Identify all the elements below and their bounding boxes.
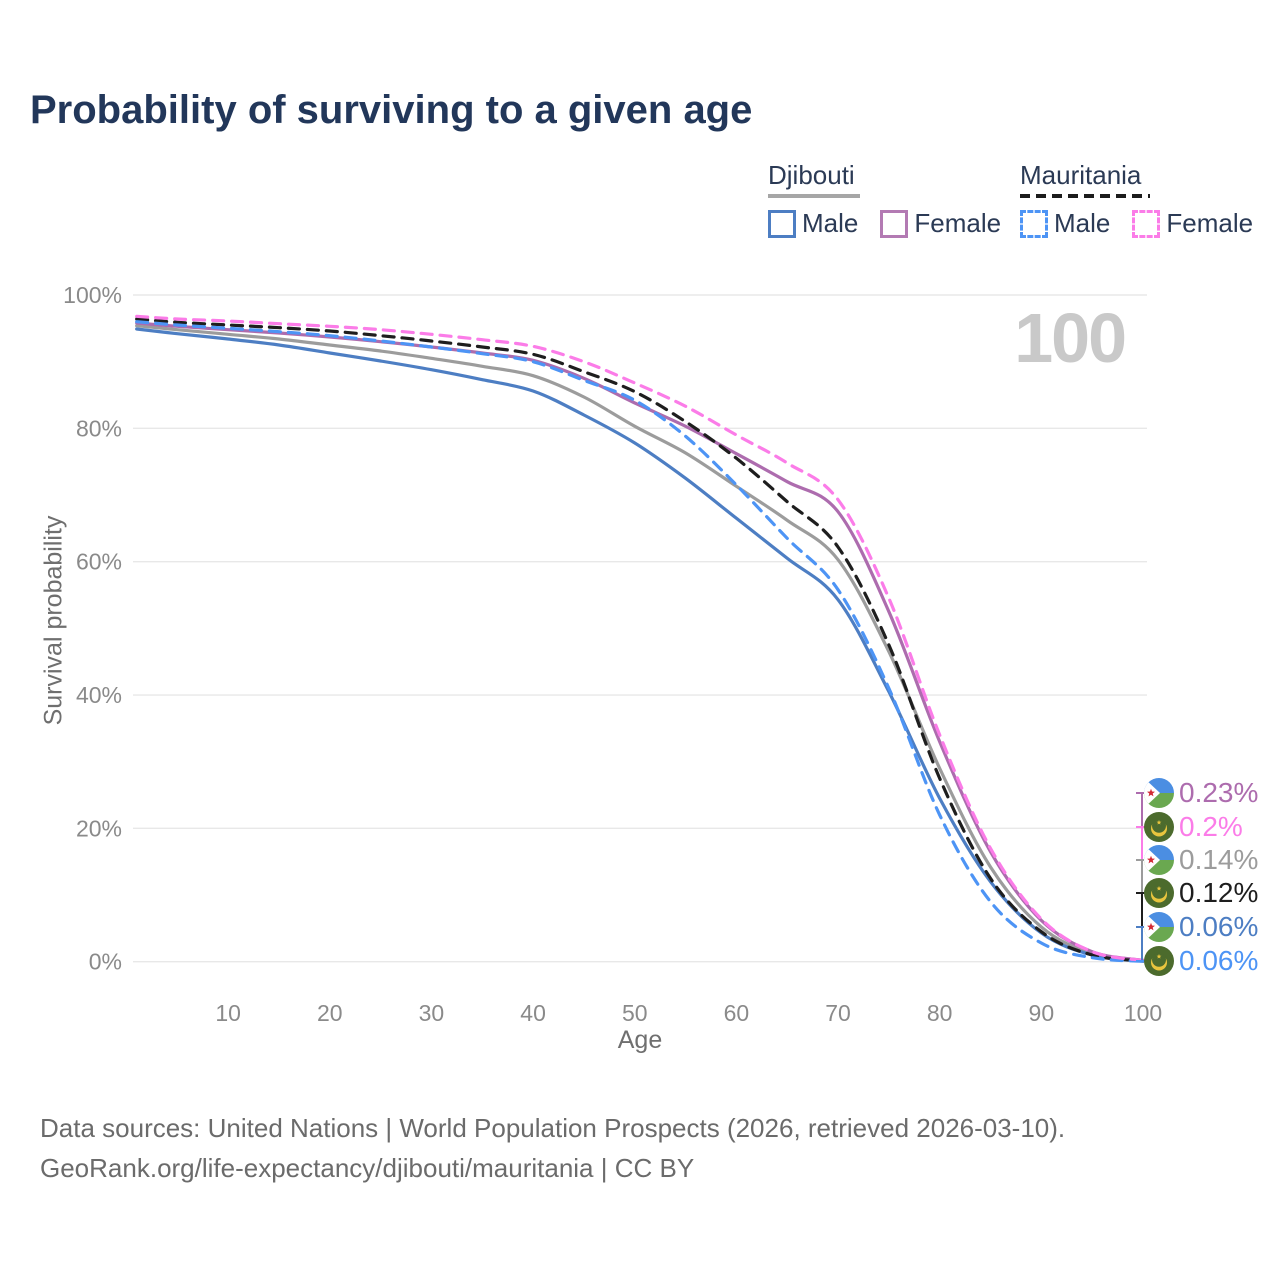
end-label-value: 0.14% (1179, 844, 1259, 875)
djibouti-solid-line-swatch (768, 194, 860, 198)
footer-sources: Data sources: United Nations | World Pop… (40, 1113, 1066, 1143)
series-line-mauritania_total[interactable] (135, 317, 1145, 963)
series-line-mauritania_female[interactable] (135, 314, 1145, 962)
y-tick-label: 60% (76, 549, 122, 575)
legend-label: Female (914, 208, 1002, 238)
x-tick-label: 100 (1124, 1000, 1162, 1026)
x-tick-label: 10 (215, 1000, 241, 1026)
mauritania-flag-icon (1144, 878, 1174, 908)
footer: Data sources: United Nations | World Pop… (40, 1108, 1065, 1188)
series-line-djibouti_male[interactable] (135, 327, 1145, 963)
djibouti-flag-icon (1144, 912, 1174, 942)
legend-group-mauritania: Mauritania Male Female (1020, 160, 1253, 239)
y-tick-label: 0% (89, 949, 122, 975)
end-label-mauritania-total: 0.12% (1144, 877, 1258, 909)
end-label-djibouti-total: 0.14% (1144, 844, 1258, 876)
page-title: Probability of surviving to a given age (30, 88, 753, 132)
end-label-djibouti-female: 0.23% (1144, 777, 1258, 809)
y-axis-title: Survival probability (39, 515, 68, 726)
end-label-value: 0.12% (1179, 877, 1259, 908)
end-label-djibouti-male: 0.06% (1144, 911, 1258, 943)
y-tick-label: 20% (76, 815, 122, 841)
djibouti-flag-icon (1144, 778, 1174, 808)
x-tick-label: 90 (1029, 1000, 1055, 1026)
y-tick-label: 80% (76, 415, 122, 441)
x-tick-label: 70 (825, 1000, 851, 1026)
end-label-value: 0.23% (1179, 777, 1259, 808)
series-line-djibouti_female[interactable] (135, 321, 1145, 962)
djibouti-female-swatch-icon (880, 209, 909, 238)
series-line-djibouti_total[interactable] (135, 324, 1145, 963)
age-watermark: 100 (1014, 299, 1127, 377)
mauritania-male-swatch-icon (1020, 209, 1048, 238)
x-tick-label: 60 (724, 1000, 750, 1026)
djibouti-male-swatch-icon (768, 209, 796, 238)
legend-item-djibouti-female[interactable]: Female (880, 208, 1001, 239)
y-tick-label: 100% (63, 282, 122, 308)
mauritania-dashed-line-swatch (1020, 194, 1150, 198)
legend-item-mauritania-female[interactable]: Female (1132, 208, 1253, 239)
legend-title-djibouti: Djibouti (768, 160, 855, 190)
legend-group-djibouti: Djibouti Male Female (768, 160, 1001, 239)
legend-title-mauritania: Mauritania (1020, 160, 1142, 190)
legend-item-mauritania-male[interactable]: Male (1020, 208, 1110, 239)
end-label-value: 0.06% (1179, 911, 1259, 942)
mauritania-flag-icon (1144, 812, 1174, 842)
series-line-mauritania_male[interactable] (135, 320, 1145, 963)
mauritania-flag-icon (1144, 946, 1174, 976)
x-tick-label: 80 (927, 1000, 953, 1026)
legend-label: Female (1166, 208, 1254, 238)
x-tick-label: 40 (520, 1000, 546, 1026)
end-label-mauritania-female: 0.2% (1144, 811, 1243, 843)
djibouti-flag-icon (1144, 845, 1174, 875)
x-axis-title: Age (617, 1026, 663, 1054)
end-label-value: 0.2% (1179, 811, 1243, 842)
end-label-value: 0.06% (1179, 945, 1259, 976)
legend-item-djibouti-male[interactable]: Male (768, 208, 858, 239)
legend-label: Male (802, 208, 859, 238)
x-tick-label: 30 (419, 1000, 445, 1026)
footer-link: GeoRank.org/life-expectancy/djibouti/mau… (40, 1153, 695, 1183)
legend-label: Male (1054, 208, 1111, 238)
x-tick-label: 50 (622, 1000, 648, 1026)
mauritania-female-swatch-icon (1132, 209, 1161, 238)
end-label-mauritania-male: 0.06% (1144, 945, 1258, 977)
y-tick-label: 40% (76, 682, 122, 708)
x-tick-label: 20 (317, 1000, 343, 1026)
